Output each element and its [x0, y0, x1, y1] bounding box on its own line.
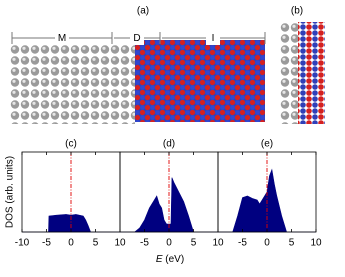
dos-area [120, 177, 218, 233]
panel-label: (d) [163, 139, 175, 150]
x-axis-label: E (eV) [156, 254, 184, 265]
x-axis-unit: (eV) [165, 254, 184, 265]
panel-label: (c) [65, 139, 77, 150]
dos-panel: -5 0 5 10 (e) [217, 139, 322, 249]
x-tick-label: -5 [42, 238, 51, 249]
region-label: D [133, 33, 140, 44]
region-label-bg [206, 31, 220, 45]
x-tick-label: 5 [93, 238, 99, 249]
x-tick-label: -5 [140, 238, 149, 249]
x-tick-label: 0 [68, 238, 74, 249]
dos-panel: -5 0 5 10 (d) [119, 139, 224, 249]
x-tick-label: 10 [114, 238, 126, 249]
x-tick-label: 5 [191, 238, 197, 249]
region-label: I [212, 33, 215, 44]
x-tick-label: -10 [15, 238, 30, 249]
region-label-bg [130, 31, 144, 45]
panel-label: (a) [137, 6, 149, 17]
x-tick-label: 0 [166, 238, 172, 249]
x-tick-label: 5 [289, 238, 295, 249]
dos-panel: -10 -5 0 5 10 (c) [15, 139, 126, 249]
panel-label: (b) [291, 6, 303, 17]
region-label: M [58, 33, 66, 44]
panel-label: (e) [261, 139, 273, 150]
x-tick-label: 10 [310, 238, 322, 249]
x-tick-label: -5 [238, 238, 247, 249]
x-tick-label: 0 [264, 238, 270, 249]
y-axis-label: DOS (arb. units) [5, 156, 16, 228]
region-label-bg [55, 31, 69, 45]
x-axis-symbol: E [156, 254, 163, 265]
x-tick-label: 10 [212, 238, 224, 249]
